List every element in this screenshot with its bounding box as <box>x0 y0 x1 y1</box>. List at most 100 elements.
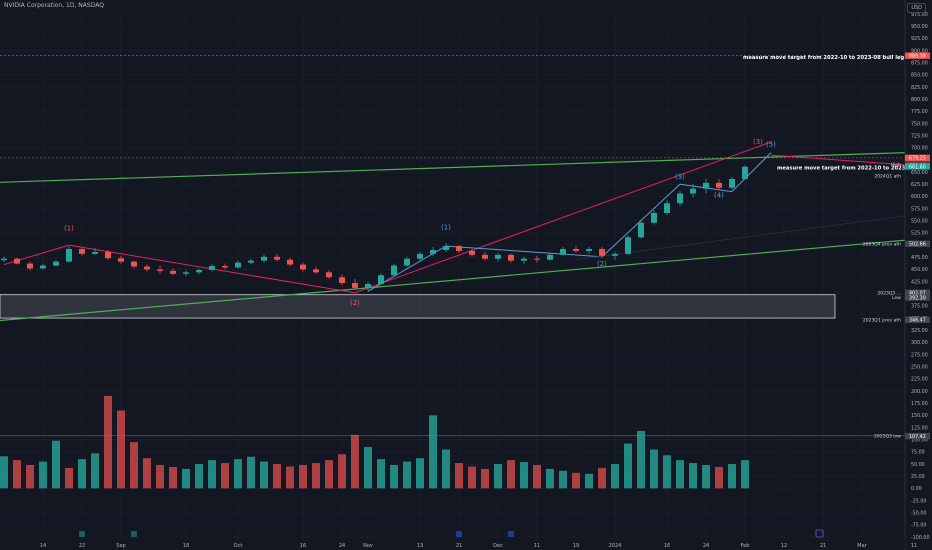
candle <box>235 262 241 268</box>
wave-line <box>3 244 70 266</box>
candle <box>638 222 644 238</box>
price-tick: 900.00 <box>911 48 928 54</box>
volume-bar <box>416 458 424 489</box>
price-flag <box>905 289 930 296</box>
wave-line <box>354 141 772 294</box>
candle <box>300 264 306 270</box>
price-tick: 425.00 <box>911 279 928 285</box>
event-marker <box>131 531 137 537</box>
volume-bar <box>728 464 736 489</box>
volume-bar <box>169 466 177 489</box>
price-tick: 250.00 <box>911 365 928 371</box>
candle <box>508 254 514 261</box>
event-marker <box>815 529 824 538</box>
candle <box>92 251 98 254</box>
volume-bar <box>676 460 684 489</box>
annotation-text: measure move target from 2022-10 to 2023… <box>777 166 932 172</box>
level-label: 2023Q1 prev ath <box>863 317 901 323</box>
wave-label: (3) <box>753 138 763 146</box>
volume-bar <box>338 454 346 489</box>
price-tick: -75.00 <box>911 523 926 529</box>
candle <box>443 246 449 250</box>
price-flag-label: 402.07 <box>909 291 926 297</box>
candle <box>66 248 72 262</box>
price-tick: 700.00 <box>911 146 928 152</box>
candle <box>573 248 579 251</box>
wave-label: (1) <box>64 224 74 232</box>
price-flag-label: 889.38 <box>909 53 926 59</box>
level-label: 2023Q4 prev ath <box>863 242 901 248</box>
candle <box>612 253 618 256</box>
volume-bar <box>351 434 359 489</box>
currency-badge[interactable]: USD <box>907 3 926 13</box>
price-tick: 575.00 <box>911 206 928 212</box>
candle <box>261 256 267 261</box>
volume-bar <box>663 455 671 489</box>
price-tick: 25.00 <box>911 474 925 480</box>
volume-bar <box>390 464 398 489</box>
volume-bar <box>403 461 411 489</box>
time-tick: Oct <box>234 543 243 549</box>
level-label: 2023Q3 ... <box>877 290 901 296</box>
level-label: Low <box>892 295 901 301</box>
event-marker <box>456 531 462 537</box>
candle <box>664 203 670 213</box>
candle <box>27 263 33 269</box>
candle <box>729 178 735 188</box>
time-tick: 19 <box>573 543 579 549</box>
volume-bar <box>208 460 216 489</box>
level-label: 2022Q3 low <box>874 433 901 439</box>
price-tick: 525.00 <box>911 231 928 237</box>
volume-bar <box>741 460 749 489</box>
candle <box>79 248 85 254</box>
volume-bar <box>481 468 489 489</box>
time-tick: Nov <box>363 543 373 549</box>
candle <box>222 266 228 268</box>
candle <box>40 265 46 269</box>
lower-trend-line <box>0 239 906 322</box>
candle <box>521 258 527 261</box>
candle <box>534 258 540 260</box>
price-flag <box>905 154 930 162</box>
volume-bar <box>637 430 645 489</box>
volume-bar <box>377 459 385 489</box>
volume-bar <box>273 464 281 489</box>
price-tick: 100.00 <box>911 437 928 443</box>
time-tick: Feb <box>741 543 750 549</box>
price-tick: 775.00 <box>911 109 928 115</box>
volume-bar <box>598 467 606 489</box>
time-tick: 14 <box>40 543 46 549</box>
price-tick: 650.00 <box>911 170 928 176</box>
candle <box>560 248 566 255</box>
price-tick: 375.00 <box>911 304 928 310</box>
time-tick: 24 <box>703 543 709 549</box>
level-label: 2024Q1 ath <box>874 174 901 180</box>
candle <box>1 258 7 261</box>
support-zone <box>0 294 836 319</box>
time-tick: 21 <box>820 543 826 549</box>
candle <box>495 254 501 259</box>
price-tick: 50.00 <box>911 462 925 468</box>
price-tick: 725.00 <box>911 133 928 139</box>
upper-trend-line <box>0 152 906 183</box>
price-tick: 950.00 <box>911 24 928 30</box>
volume-bar <box>65 467 73 489</box>
volume-bar <box>26 464 34 489</box>
wave-label: (2) <box>597 260 607 268</box>
volume-bar <box>559 470 567 489</box>
candle <box>404 258 410 266</box>
wave-line <box>445 245 603 258</box>
price-tick: 150.00 <box>911 413 928 419</box>
candle <box>599 248 605 256</box>
volume-bar <box>585 473 593 489</box>
event-marker <box>508 531 514 537</box>
time-tick: Mar <box>857 543 867 549</box>
candle <box>469 250 475 255</box>
candle <box>157 269 163 271</box>
volume-bar <box>494 464 502 489</box>
price-tick: 875.00 <box>911 60 928 66</box>
candle <box>274 256 280 260</box>
price-tick: 475.00 <box>911 255 928 261</box>
time-tick: 11 <box>534 543 540 549</box>
